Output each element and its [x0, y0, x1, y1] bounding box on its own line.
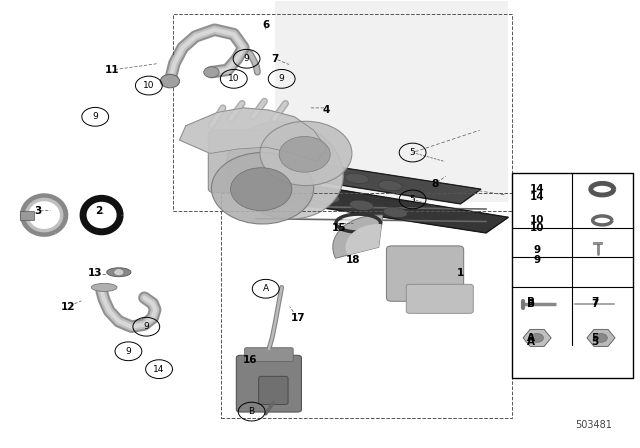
Text: A: A: [262, 284, 269, 293]
Text: 14: 14: [530, 192, 545, 202]
Circle shape: [279, 137, 330, 172]
Text: 14: 14: [154, 365, 164, 374]
Text: 9: 9: [534, 255, 541, 265]
Text: 10: 10: [530, 224, 545, 233]
Text: 16: 16: [243, 355, 257, 365]
Ellipse shape: [339, 216, 378, 230]
Text: 13: 13: [88, 268, 102, 278]
Text: 17: 17: [291, 313, 305, 323]
Text: 7: 7: [591, 299, 598, 310]
Text: 4: 4: [323, 105, 330, 115]
Ellipse shape: [282, 185, 307, 196]
Text: 10: 10: [228, 74, 239, 83]
Ellipse shape: [316, 193, 340, 203]
Text: A: A: [527, 333, 535, 343]
Ellipse shape: [107, 268, 131, 277]
Text: 2: 2: [95, 206, 102, 215]
FancyBboxPatch shape: [244, 348, 293, 362]
Text: 11: 11: [105, 65, 120, 75]
Ellipse shape: [92, 284, 117, 292]
Text: 5: 5: [410, 148, 415, 157]
Ellipse shape: [227, 122, 343, 219]
Wedge shape: [346, 224, 381, 255]
Text: 9: 9: [125, 347, 131, 356]
Ellipse shape: [311, 166, 335, 177]
Circle shape: [595, 333, 607, 342]
Text: 1: 1: [457, 268, 464, 278]
Ellipse shape: [349, 200, 374, 211]
Polygon shape: [253, 179, 508, 233]
Bar: [511, 172, 633, 378]
Bar: [20, 211, 34, 220]
Text: 5: 5: [591, 337, 598, 347]
Text: 12: 12: [61, 302, 75, 312]
FancyBboxPatch shape: [259, 376, 288, 405]
Text: 15: 15: [332, 224, 346, 233]
Text: 9: 9: [244, 54, 250, 63]
Text: 9: 9: [279, 74, 285, 83]
Ellipse shape: [383, 207, 407, 218]
FancyBboxPatch shape: [208, 130, 282, 193]
Bar: [173, 14, 511, 211]
Text: 18: 18: [346, 255, 360, 265]
Text: 14: 14: [530, 184, 545, 194]
Text: 6: 6: [262, 20, 269, 30]
Polygon shape: [253, 157, 481, 204]
Circle shape: [260, 121, 352, 185]
Ellipse shape: [345, 173, 369, 184]
Circle shape: [204, 67, 219, 78]
Text: 9: 9: [143, 322, 149, 331]
Circle shape: [114, 269, 124, 276]
Text: B: B: [248, 407, 255, 416]
Text: A: A: [527, 337, 535, 347]
Text: 7: 7: [591, 297, 598, 307]
Circle shape: [211, 152, 314, 224]
Text: 10: 10: [143, 81, 155, 90]
FancyBboxPatch shape: [236, 355, 301, 412]
Ellipse shape: [378, 181, 402, 191]
Text: 7: 7: [271, 54, 279, 64]
Polygon shape: [179, 108, 326, 161]
Circle shape: [161, 74, 179, 88]
Text: B: B: [527, 299, 535, 310]
Text: 5: 5: [591, 333, 598, 343]
Text: 10: 10: [530, 215, 545, 225]
Text: 8: 8: [431, 179, 438, 189]
Text: 5: 5: [410, 195, 415, 204]
Circle shape: [531, 333, 543, 342]
Circle shape: [230, 168, 292, 211]
Wedge shape: [333, 215, 383, 258]
Bar: [593, 242, 602, 244]
Text: 503481: 503481: [575, 420, 612, 431]
Text: 9: 9: [534, 245, 541, 255]
FancyBboxPatch shape: [387, 246, 464, 301]
Bar: [275, 1, 508, 202]
Text: 3: 3: [34, 206, 42, 215]
Bar: [221, 193, 511, 418]
Text: 9: 9: [92, 112, 98, 121]
Text: B: B: [527, 297, 535, 307]
FancyBboxPatch shape: [406, 284, 473, 313]
Ellipse shape: [278, 159, 302, 169]
